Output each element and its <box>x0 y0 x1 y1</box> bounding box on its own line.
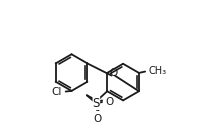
Text: Cl: Cl <box>51 87 62 97</box>
Text: O: O <box>105 97 113 107</box>
Text: O: O <box>109 68 117 78</box>
Text: S: S <box>93 97 100 110</box>
Text: O: O <box>93 114 101 124</box>
Text: CH₃: CH₃ <box>148 66 166 76</box>
